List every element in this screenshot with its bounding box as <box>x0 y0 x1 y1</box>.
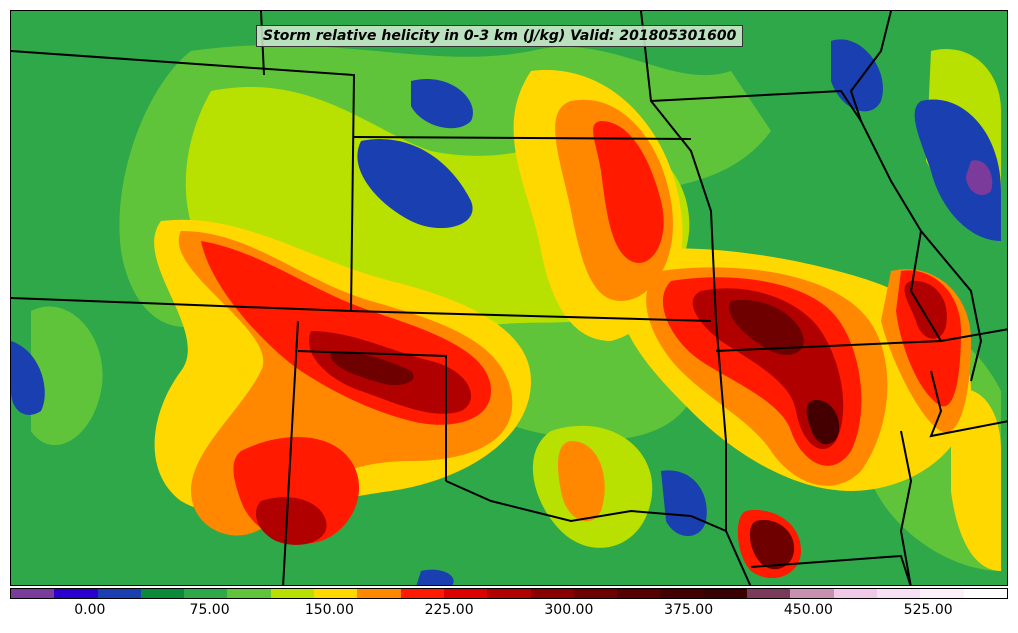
colorbar-tick-label: 450.00 <box>783 602 833 618</box>
colorbar-segment <box>573 589 618 598</box>
colorbar-segment <box>140 589 185 598</box>
colorbar-segment <box>487 589 531 598</box>
colorbar-ticks: 0.00 75.00 150.00 225.00 300.00 375.00 450.00 5… <box>10 600 1008 630</box>
colorbar-segment <box>314 589 358 598</box>
colorbar-segment <box>54 589 98 598</box>
colorbar-tick-label: 0.00 <box>74 602 106 618</box>
colorbar-segment <box>530 589 574 598</box>
colorbar-segment <box>747 589 791 598</box>
colorbar-segment <box>227 589 271 598</box>
map-title: Storm relative helicity in 0-3 km (J/kg)… <box>256 25 744 47</box>
colorbar-segment <box>833 589 877 598</box>
colorbar-tick-label: 150.00 <box>304 602 354 618</box>
colorbar-segment <box>660 589 704 598</box>
colorbar <box>10 588 1008 599</box>
colorbar-segment <box>97 589 141 598</box>
colorbar-segment <box>11 589 55 598</box>
colorbar-tick-label: 525.00 <box>903 602 953 618</box>
helicity-contour-map <box>11 11 1007 585</box>
colorbar-tick-label: 300.00 <box>544 602 594 618</box>
colorbar-segment <box>617 589 661 598</box>
colorbar-segment <box>703 589 748 598</box>
colorbar-segment <box>184 589 228 598</box>
colorbar-segment <box>357 589 401 598</box>
colorbar-segment <box>920 589 964 598</box>
colorbar-segment <box>443 589 488 598</box>
colorbar-tick-label: 75.00 <box>189 602 230 618</box>
colorbar-segment <box>876 589 921 598</box>
colorbar-segment <box>270 589 315 598</box>
colorbar-tick-label: 225.00 <box>424 602 474 618</box>
colorbar-tick-label: 375.00 <box>664 602 714 618</box>
colorbar-segment <box>963 589 1007 598</box>
map-canvas: Storm relative helicity in 0-3 km (J/kg)… <box>10 10 1008 586</box>
colorbar-segment <box>790 589 834 598</box>
colorbar-segment <box>400 589 444 598</box>
